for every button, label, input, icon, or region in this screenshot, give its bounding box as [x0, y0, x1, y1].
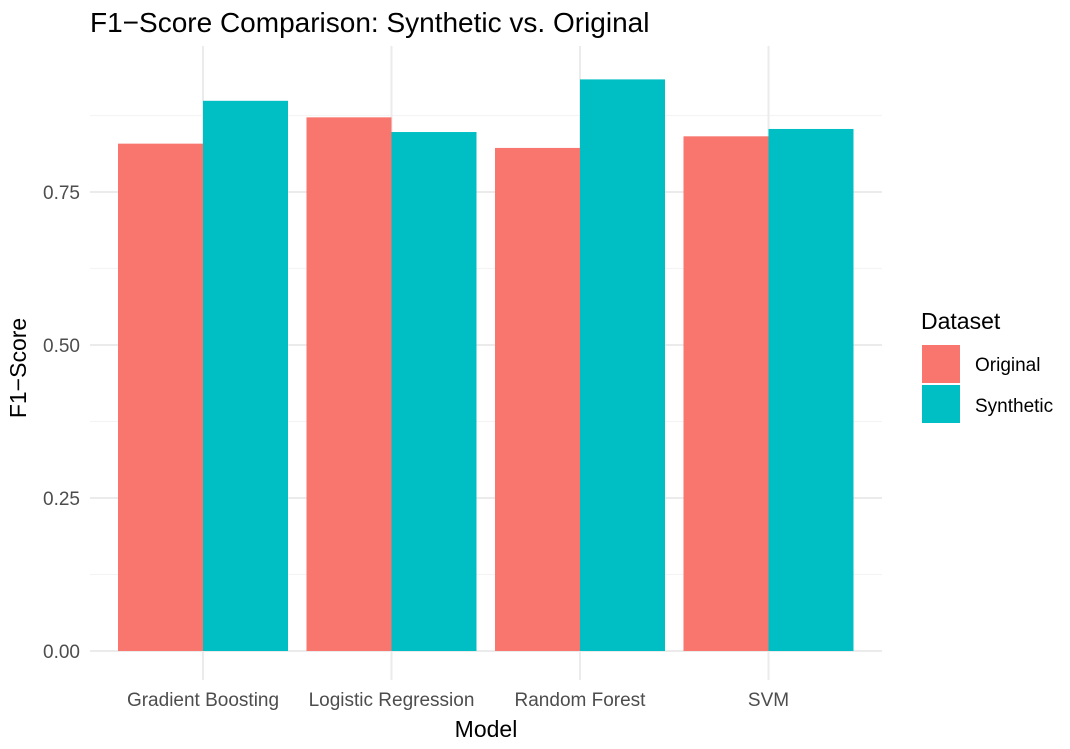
y-axis-ticks: 0.00 0.25 0.50 0.75 — [43, 183, 80, 663]
bars — [118, 79, 854, 652]
x-tick-label: Random Forest — [515, 690, 647, 711]
x-axis-title: Model — [455, 716, 518, 742]
legend-label-synthetic: Synthetic — [975, 396, 1053, 417]
x-tick-label: Gradient Boosting — [127, 690, 279, 711]
legend: Dataset Original Synthetic — [921, 308, 1053, 423]
x-axis-ticks: Gradient Boosting Logistic Regression Rand… — [127, 690, 789, 711]
bar-synthetic-2 — [580, 79, 665, 652]
chart-title: F1−Score Comparison: Synthetic vs. Origi… — [90, 7, 649, 38]
bar-synthetic-1 — [391, 132, 477, 652]
legend-key-original — [922, 345, 960, 383]
y-tick-label: 0.50 — [43, 336, 80, 357]
legend-title: Dataset — [921, 308, 1001, 334]
x-tick-label: Logistic Regression — [309, 690, 475, 711]
x-tick-label: SVM — [748, 690, 789, 711]
y-tick-label: 0.25 — [43, 489, 80, 510]
bar-original-1 — [306, 117, 392, 651]
legend-key-synthetic — [922, 385, 960, 423]
bar-synthetic-0 — [203, 100, 288, 651]
legend-label-original: Original — [975, 355, 1040, 376]
bar-original-2 — [495, 147, 580, 651]
y-axis-title: F1−Score — [5, 318, 31, 418]
bar-synthetic-3 — [768, 128, 854, 652]
y-tick-label: 0.00 — [43, 642, 80, 663]
bar-original-3 — [683, 136, 769, 652]
y-tick-label: 0.75 — [43, 183, 80, 204]
bar-original-0 — [118, 143, 203, 652]
